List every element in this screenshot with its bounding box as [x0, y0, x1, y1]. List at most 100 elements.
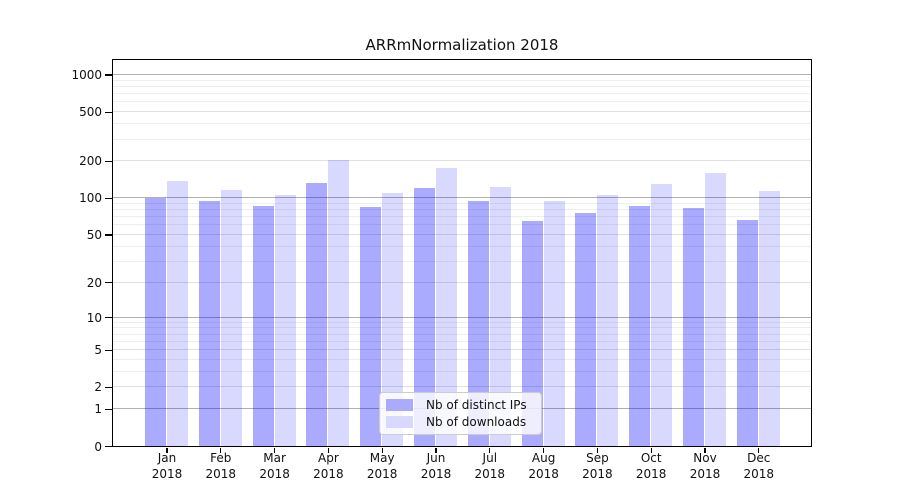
x-tick-label-oct: Oct 2018 [635, 451, 667, 481]
legend-item-distinct-ips: Nb of distinct IPs [386, 397, 535, 413]
bar-nb-of-distinct-ips-nov [683, 207, 704, 446]
gridline-minor [113, 85, 811, 87]
bar-nb-of-distinct-ips-mar [252, 206, 274, 446]
x-tick-mark [596, 448, 598, 453]
y-tick-mark [105, 197, 112, 199]
gridline [113, 234, 811, 236]
gridline-minor [113, 216, 811, 218]
y-tick-label: 50 [86, 228, 102, 243]
x-tick-label-jun: Jun 2018 [420, 451, 452, 481]
y-tick-label: 1000 [71, 68, 102, 82]
bar-nb-of-distinct-ips-oct [629, 205, 651, 446]
x-tick-label-mar: Mar 2018 [259, 451, 290, 481]
gridline-minor [113, 358, 811, 360]
bar-nb-of-downloads-nov [705, 172, 726, 446]
x-tick-mark [327, 448, 329, 453]
y-tick-label: 100 [79, 191, 102, 206]
legend: Nb of distinct IPs Nb of downloads [379, 392, 542, 435]
y-tick-mark [105, 408, 112, 410]
y-tick-mark [105, 234, 112, 236]
gridline-major [113, 197, 811, 199]
y-tick-mark [105, 349, 112, 351]
y-tick-mark [105, 160, 112, 162]
gridline-minor [113, 93, 811, 95]
plot-area [112, 59, 812, 447]
bar-nb-of-downloads-feb [220, 190, 242, 446]
bar-nb-of-distinct-ips-may [360, 207, 382, 446]
y-tick-mark [105, 386, 112, 388]
bar-nb-of-downloads-apr [328, 159, 350, 446]
bar-nb-of-distinct-ips-apr [306, 182, 328, 446]
y-tick-label: 1 [94, 402, 102, 417]
bar-nb-of-distinct-ips-feb [198, 201, 220, 446]
bar-nb-of-downloads-may [382, 192, 404, 446]
bar-nb-of-downloads-jul [489, 186, 511, 446]
x-tick-label-nov: Nov 2018 [689, 451, 721, 481]
x-tick-label-feb: Feb 2018 [205, 451, 237, 481]
bar-nb-of-distinct-ips-jul [467, 201, 489, 446]
bar-nb-of-distinct-ips-jun [414, 188, 435, 446]
gridline-minor [113, 138, 811, 140]
bar-nb-of-downloads-sep [597, 194, 619, 446]
bar-nb-of-downloads-aug [543, 201, 565, 446]
bar-nb-of-distinct-ips-dec [736, 219, 758, 446]
y-tick-mark [105, 111, 112, 113]
gridline-minor [113, 340, 811, 342]
plot-inner [113, 60, 811, 446]
bar-nb-of-distinct-ips-sep [575, 213, 597, 446]
gridline-minor [113, 260, 811, 262]
gridline-major [113, 316, 811, 318]
bar-nb-of-downloads-mar [274, 194, 296, 446]
legend-label: Nb of distinct IPs [426, 398, 527, 413]
gridline-minor [113, 321, 811, 323]
x-tick-mark [543, 448, 545, 453]
x-tick-label-jan: Jan 2018 [151, 451, 183, 481]
gridline-minor [113, 202, 811, 204]
y-tick-label: 10 [86, 310, 102, 325]
y-tick-label: 2 [94, 380, 102, 395]
gridline-minor [113, 245, 811, 247]
gridline [113, 281, 811, 283]
gridline [113, 160, 811, 162]
x-tick-label-jul: Jul 2018 [474, 451, 506, 481]
y-tick-label: 200 [79, 154, 102, 169]
y-tick-label: 500 [79, 105, 102, 120]
legend-item-downloads: Nb of downloads [386, 414, 535, 430]
legend-swatch [386, 399, 413, 412]
gridline-minor [113, 333, 811, 335]
x-tick-label-dec: Dec 2018 [743, 451, 775, 481]
x-tick-label-may: May 2018 [366, 451, 398, 481]
y-tick-label: 0 [94, 439, 102, 454]
x-tick-mark [220, 448, 222, 453]
x-tick-label-aug: Aug 2018 [528, 451, 559, 481]
bar-nb-of-downloads-oct [651, 184, 673, 446]
bar-nb-of-downloads-jun [436, 167, 457, 446]
bar-nb-of-distinct-ips-aug [521, 220, 543, 446]
x-tick-mark [704, 448, 706, 453]
gridline-minor [113, 370, 811, 372]
y-tick-label: 5 [94, 343, 102, 358]
legend-label: Nb of downloads [426, 414, 527, 429]
x-tick-mark [274, 448, 276, 453]
gridline-minor [113, 101, 811, 103]
gridline [113, 349, 811, 351]
y-tick-mark [105, 316, 112, 319]
gridline-minor [113, 209, 811, 211]
x-tick-label-apr: Apr 2018 [313, 451, 344, 481]
gridline-minor [113, 327, 811, 329]
x-tick-mark [166, 448, 168, 453]
gridline-major [113, 74, 811, 75]
y-tick-mark [105, 445, 112, 448]
y-tick-mark [105, 282, 112, 284]
y-tick-mark [105, 74, 112, 76]
gridline-minor [113, 123, 811, 125]
chart-title: ARRmNormalization 2018 [365, 36, 559, 54]
x-tick-mark [758, 448, 760, 453]
bar-nb-of-downloads-jan [167, 181, 188, 446]
y-tick-label: 20 [86, 275, 102, 290]
gridline [113, 111, 811, 113]
x-tick-mark [489, 448, 491, 453]
gridline-minor [113, 224, 811, 226]
x-tick-mark [650, 448, 652, 453]
